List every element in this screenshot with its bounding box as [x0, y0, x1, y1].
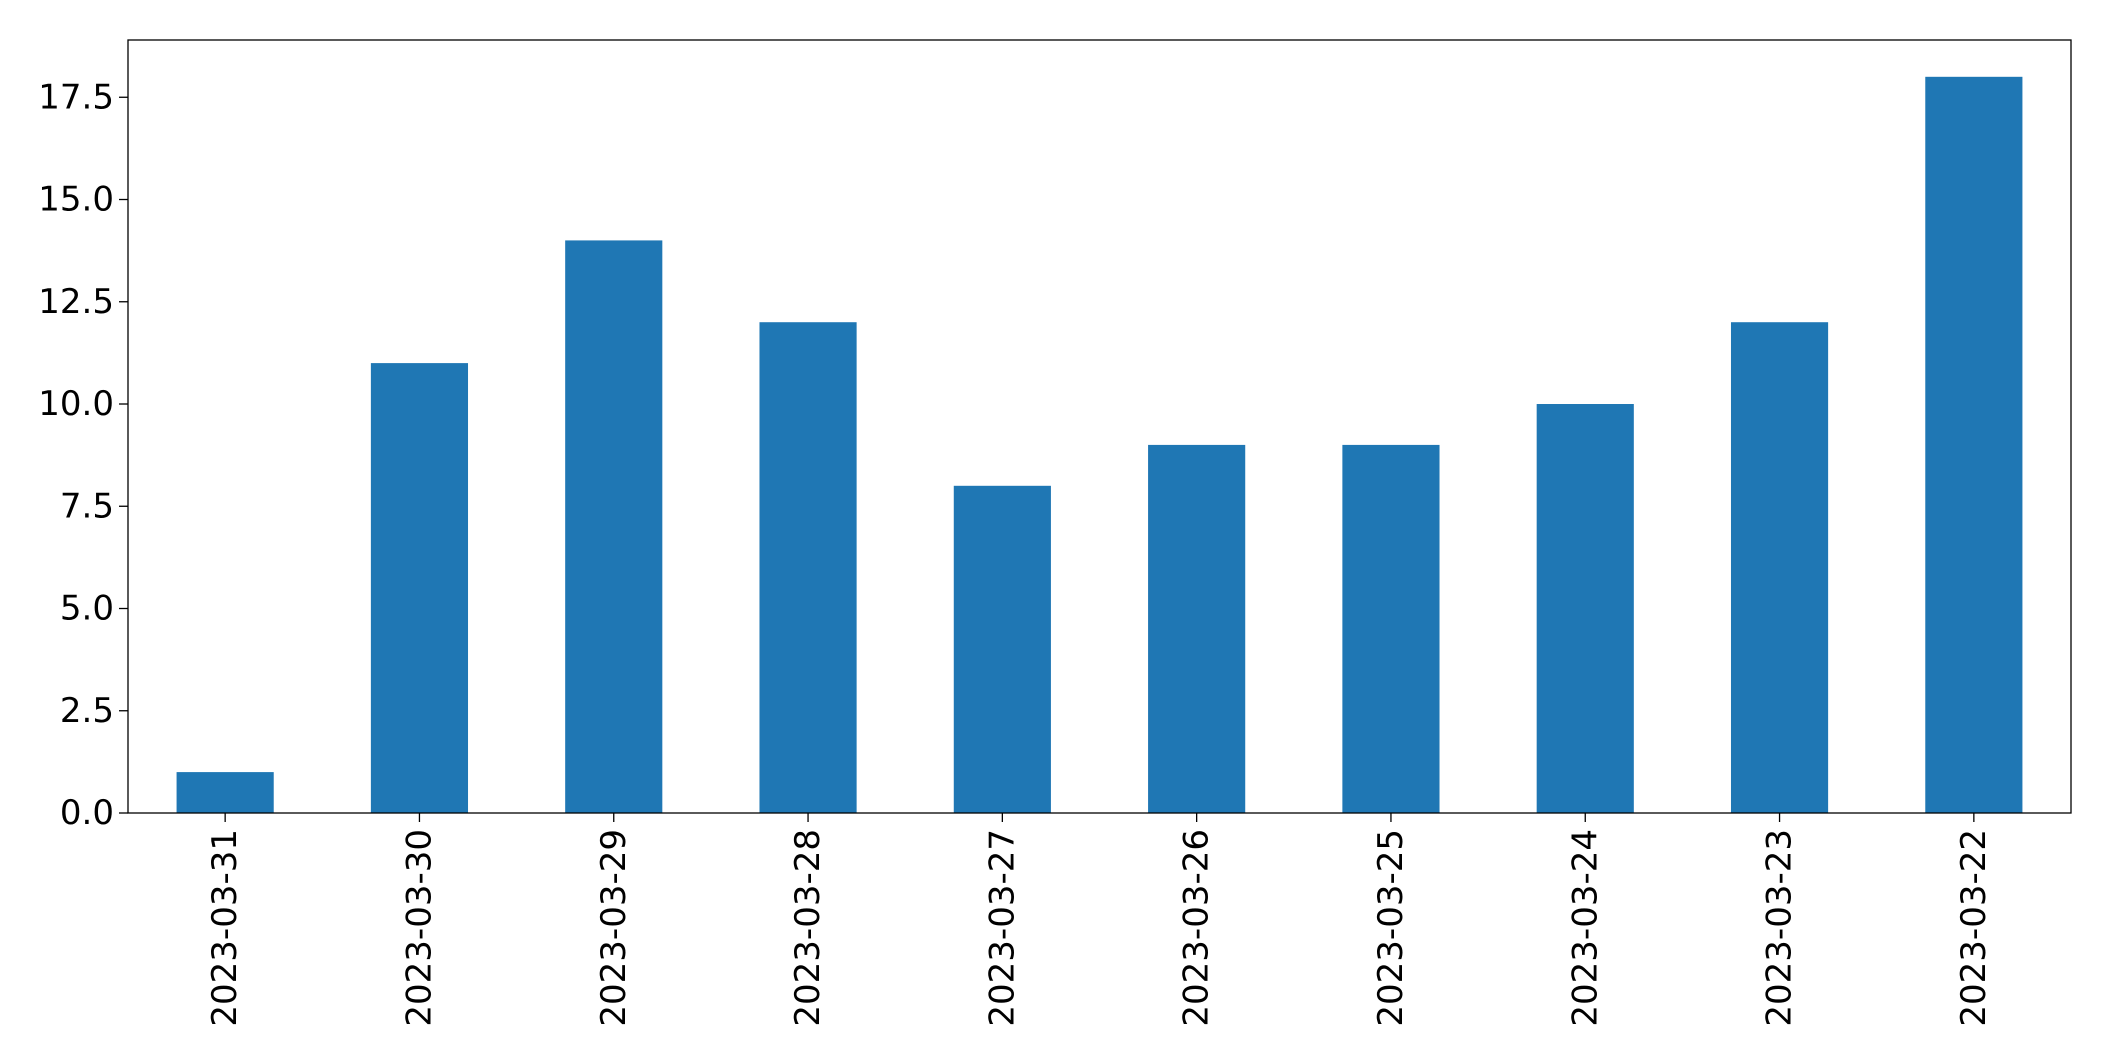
x-axis: 2023-03-31 2023-03-30 2023-03-29 2023-03-28… [205, 813, 1994, 1027]
y-tick-label: 5.0 [60, 589, 114, 629]
y-tick-label: 2.5 [60, 691, 114, 731]
y-tick-label: 10.0 [38, 384, 114, 424]
y-tick-label: 15.0 [38, 180, 114, 220]
bar-2023-03-22 [1925, 76, 2023, 814]
plot-area-frame [127, 39, 2072, 814]
y-tick-label: 0.0 [60, 793, 114, 833]
y-tick-label: 7.5 [60, 486, 114, 526]
x-tick-label: 2023-03-22 [1954, 829, 1994, 1027]
bars-group [176, 76, 2023, 814]
y-tick-label: 17.5 [38, 77, 114, 117]
x-tick-label: 2023-03-25 [1371, 829, 1411, 1027]
y-axis: 0.0 2.5 5.0 7.5 10.0 12.5 15.0 17.5 [38, 77, 128, 833]
y-tick-label: 12.5 [38, 282, 114, 322]
bar-2023-03-25 [1342, 444, 1440, 813]
bar-2023-03-31 [176, 772, 274, 813]
bar-2023-03-23 [1730, 322, 1829, 813]
x-tick-label: 2023-03-28 [788, 829, 828, 1027]
bar-2023-03-24 [1536, 404, 1634, 813]
x-tick-label: 2023-03-24 [1565, 829, 1605, 1027]
x-tick-label: 2023-03-29 [594, 829, 634, 1027]
x-tick-label: 2023-03-31 [205, 829, 245, 1027]
x-tick-label: 2023-03-26 [1177, 829, 1217, 1027]
x-tick-label: 2023-03-27 [982, 829, 1022, 1027]
x-tick-label: 2023-03-23 [1760, 829, 1800, 1027]
bar-2023-03-27 [953, 485, 1051, 813]
bar-2023-03-29 [565, 240, 663, 813]
x-tick-label: 2023-03-30 [399, 829, 439, 1027]
bar-2023-03-28 [759, 322, 857, 813]
bar-2023-03-30 [370, 363, 469, 813]
bar-2023-03-26 [1148, 444, 1246, 813]
